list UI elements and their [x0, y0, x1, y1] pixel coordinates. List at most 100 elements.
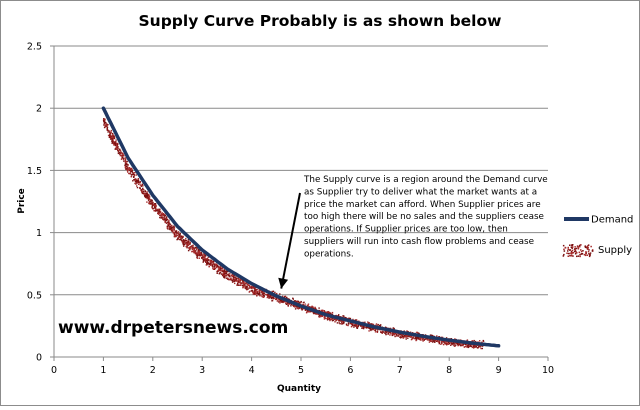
supply-point: [132, 173, 135, 176]
supply-point: [155, 210, 158, 212]
supply-point: [148, 200, 151, 203]
supply-point: [450, 342, 453, 344]
supply-point: [111, 142, 113, 144]
supply-point: [409, 331, 412, 333]
y-tick-label: 2.5: [27, 42, 42, 53]
supply-point: [162, 214, 164, 216]
supply-point: [163, 218, 166, 220]
x-tick-label: 10: [542, 365, 554, 376]
supply-point: [473, 346, 476, 348]
legend-supply-swatch: [570, 252, 573, 254]
legend-supply-swatch: [584, 245, 587, 247]
supply-point: [322, 309, 324, 312]
supply-point: [225, 274, 228, 276]
supply-point: [419, 338, 422, 340]
supply-point: [179, 233, 181, 235]
supply-point: [137, 181, 140, 183]
supply-point: [234, 282, 236, 285]
supply-point: [154, 207, 157, 209]
legend-supply-swatch: [567, 255, 569, 257]
supply-point: [284, 301, 286, 303]
supply-point: [318, 314, 321, 317]
supply-point: [115, 146, 118, 149]
supply-point: [148, 195, 150, 198]
legend-supply-swatch: [576, 252, 578, 254]
supply-point: [206, 260, 209, 263]
supply-point: [281, 301, 283, 303]
supply-point: [207, 262, 209, 264]
supply-point: [148, 198, 151, 200]
supply-point: [294, 305, 296, 307]
supply-point: [242, 281, 244, 283]
supply-point: [228, 273, 230, 275]
supply-point: [254, 293, 257, 295]
supply-point: [220, 273, 223, 275]
supply-point: [192, 246, 194, 248]
supply-point: [103, 119, 105, 121]
supply-point: [197, 251, 199, 254]
supply-point: [283, 296, 286, 298]
x-tick-label: 2: [150, 365, 156, 376]
supply-point: [404, 335, 406, 338]
supply-point: [218, 273, 220, 275]
supply-point: [270, 297, 273, 300]
supply-point: [223, 275, 225, 278]
y-tick-labels: 0 0.5 1 1.5 2 2.5: [27, 42, 42, 364]
supply-point: [242, 282, 244, 284]
supply-point: [186, 240, 188, 242]
supply-point: [267, 293, 269, 296]
supply-point: [124, 159, 127, 162]
supply-point: [258, 290, 260, 293]
supply-point: [351, 325, 353, 327]
supply-point: [282, 300, 284, 303]
legend-supply-swatch: [575, 247, 578, 250]
supply-point: [461, 344, 463, 347]
supply-point: [276, 292, 278, 295]
supply-point: [472, 345, 475, 347]
legend-supply-swatch: [574, 246, 576, 248]
supply-point: [235, 280, 238, 282]
supply-point: [350, 323, 353, 325]
supply-point: [131, 169, 133, 171]
legend-supply-swatch: [579, 244, 581, 247]
supply-point: [120, 154, 123, 157]
supply-point: [300, 308, 303, 310]
supply-point: [212, 261, 215, 263]
supply-point: [292, 298, 294, 300]
supply-point: [296, 307, 298, 309]
supply-point: [182, 242, 184, 244]
supply-point: [472, 346, 475, 348]
supply-point: [392, 327, 394, 329]
supply-point: [199, 252, 202, 254]
supply-point: [167, 225, 170, 227]
supply-point: [251, 289, 253, 292]
supply-point: [384, 332, 386, 334]
supply-point: [146, 197, 148, 199]
legend-supply-swatch: [569, 244, 571, 246]
supply-point: [117, 147, 119, 150]
supply-point: [345, 323, 348, 325]
supply-point: [207, 263, 209, 265]
supply-point: [466, 339, 469, 341]
supply-point: [294, 306, 296, 308]
legend-supply-swatch: [564, 247, 567, 249]
supply-point: [441, 342, 443, 345]
supply-point: [142, 185, 144, 187]
annotation-arrow: [278, 192, 301, 289]
supply-point: [212, 262, 214, 265]
supply-point: [271, 300, 273, 302]
legend-supply-swatch: [570, 255, 573, 257]
supply-point: [403, 335, 405, 337]
supply-point: [233, 274, 235, 277]
supply-point: [374, 331, 377, 333]
supply-point: [225, 272, 227, 274]
legend-supply-swatch: [580, 249, 582, 251]
supply-point: [342, 315, 344, 317]
supply-point: [212, 266, 214, 268]
supply-point: [179, 234, 181, 236]
supply-point: [187, 241, 189, 243]
legend-supply-swatch: [588, 253, 590, 255]
supply-point: [177, 237, 179, 240]
supply-point: [259, 289, 262, 292]
supply-point: [129, 172, 131, 175]
